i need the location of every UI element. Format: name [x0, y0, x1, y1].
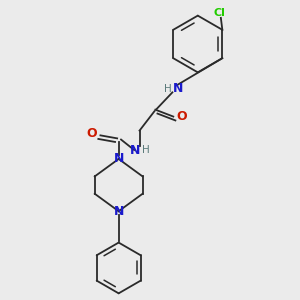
- Text: H: H: [164, 84, 172, 94]
- Text: N: N: [113, 205, 124, 218]
- Text: O: O: [86, 127, 97, 140]
- Text: O: O: [176, 110, 187, 123]
- Text: H: H: [142, 145, 150, 155]
- Text: N: N: [130, 143, 140, 157]
- Text: N: N: [113, 152, 124, 166]
- Text: N: N: [173, 82, 184, 95]
- Text: Cl: Cl: [213, 8, 225, 18]
